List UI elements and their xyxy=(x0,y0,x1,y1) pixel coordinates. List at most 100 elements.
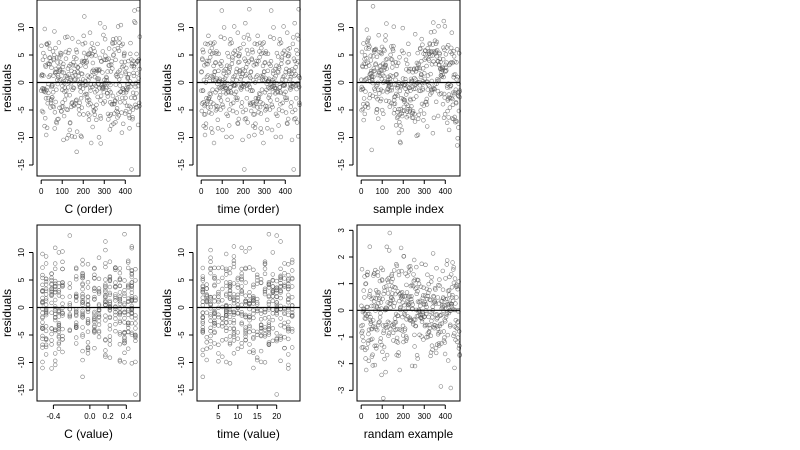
data-point xyxy=(286,51,292,57)
y-tick-label: -5 xyxy=(337,106,346,114)
data-point xyxy=(216,323,221,328)
data-point xyxy=(64,93,69,98)
data-point xyxy=(290,345,295,350)
data-point xyxy=(103,288,108,293)
data-point xyxy=(84,59,90,64)
data-point xyxy=(117,99,123,105)
data-point xyxy=(216,289,221,295)
data-point xyxy=(423,302,429,307)
data-point xyxy=(61,70,66,75)
data-point xyxy=(79,71,84,76)
data-point xyxy=(379,372,384,378)
data-point xyxy=(67,312,73,317)
x-tick-label: 300 xyxy=(418,412,432,421)
data-point xyxy=(80,273,85,278)
data-point xyxy=(93,106,98,112)
data-point xyxy=(204,346,209,351)
data-point xyxy=(433,323,438,328)
data-point xyxy=(235,346,241,351)
data-point xyxy=(204,335,209,340)
data-point xyxy=(227,66,233,71)
data-point xyxy=(449,304,454,309)
data-point xyxy=(296,6,301,12)
data-point xyxy=(224,359,229,365)
data-point xyxy=(60,294,65,300)
data-point xyxy=(49,331,54,337)
data-point xyxy=(384,352,390,358)
data-point xyxy=(445,120,450,126)
data-point xyxy=(378,50,383,55)
data-point xyxy=(85,306,91,311)
data-point xyxy=(212,274,217,279)
data-point xyxy=(380,72,385,77)
data-point xyxy=(69,134,75,139)
data-point xyxy=(73,274,79,279)
data-point xyxy=(274,337,279,342)
data-point xyxy=(60,326,65,332)
data-point xyxy=(53,70,58,76)
data-point xyxy=(243,302,248,308)
data-point xyxy=(92,330,97,335)
data-point xyxy=(92,325,97,330)
data-point xyxy=(442,335,447,340)
data-point xyxy=(365,39,370,45)
data-point xyxy=(208,328,213,334)
data-point xyxy=(392,101,398,107)
y-tick-label: -1 xyxy=(337,333,346,341)
data-point xyxy=(73,277,79,282)
data-point xyxy=(103,298,108,303)
data-point xyxy=(89,73,94,78)
data-point xyxy=(282,271,287,276)
data-point xyxy=(262,266,268,271)
data-point xyxy=(251,282,256,287)
data-point xyxy=(375,269,380,275)
data-point xyxy=(282,335,287,340)
data-point xyxy=(117,312,123,318)
data-point xyxy=(125,258,131,263)
data-point xyxy=(435,295,440,300)
data-point xyxy=(40,275,45,281)
data-point xyxy=(65,75,70,80)
data-point xyxy=(71,60,76,65)
data-point xyxy=(129,63,135,69)
data-point xyxy=(119,59,124,65)
data-point xyxy=(117,68,123,73)
x-tick-label: 0 xyxy=(359,412,364,421)
x-tick-label: 300 xyxy=(98,187,112,196)
data-point xyxy=(243,315,248,320)
data-point xyxy=(286,287,291,292)
data-point xyxy=(42,87,47,92)
data-point xyxy=(392,300,397,306)
data-point xyxy=(79,71,85,77)
data-point xyxy=(286,352,291,357)
data-point xyxy=(81,112,86,117)
data-point xyxy=(419,261,424,266)
data-point xyxy=(360,86,366,92)
data-point xyxy=(41,73,46,78)
data-point xyxy=(117,290,123,295)
data-point xyxy=(446,127,452,133)
data-point xyxy=(262,332,268,337)
data-point xyxy=(201,49,206,55)
data-point xyxy=(216,279,221,284)
data-point xyxy=(374,346,379,351)
data-point xyxy=(107,278,113,284)
data-point xyxy=(121,52,127,57)
data-point xyxy=(449,272,454,277)
data-point xyxy=(278,316,283,321)
data-point xyxy=(102,25,107,30)
data-point xyxy=(70,74,75,79)
data-point xyxy=(80,325,85,330)
data-point xyxy=(117,359,123,364)
data-point xyxy=(80,374,85,379)
data-point xyxy=(431,86,437,92)
data-point xyxy=(430,42,435,47)
data-point xyxy=(438,321,443,327)
data-point xyxy=(415,50,420,56)
data-point xyxy=(220,275,225,281)
data-point xyxy=(400,300,405,305)
data-point xyxy=(227,282,233,287)
data-point xyxy=(117,294,123,300)
data-point xyxy=(88,140,94,146)
data-point xyxy=(264,104,270,109)
